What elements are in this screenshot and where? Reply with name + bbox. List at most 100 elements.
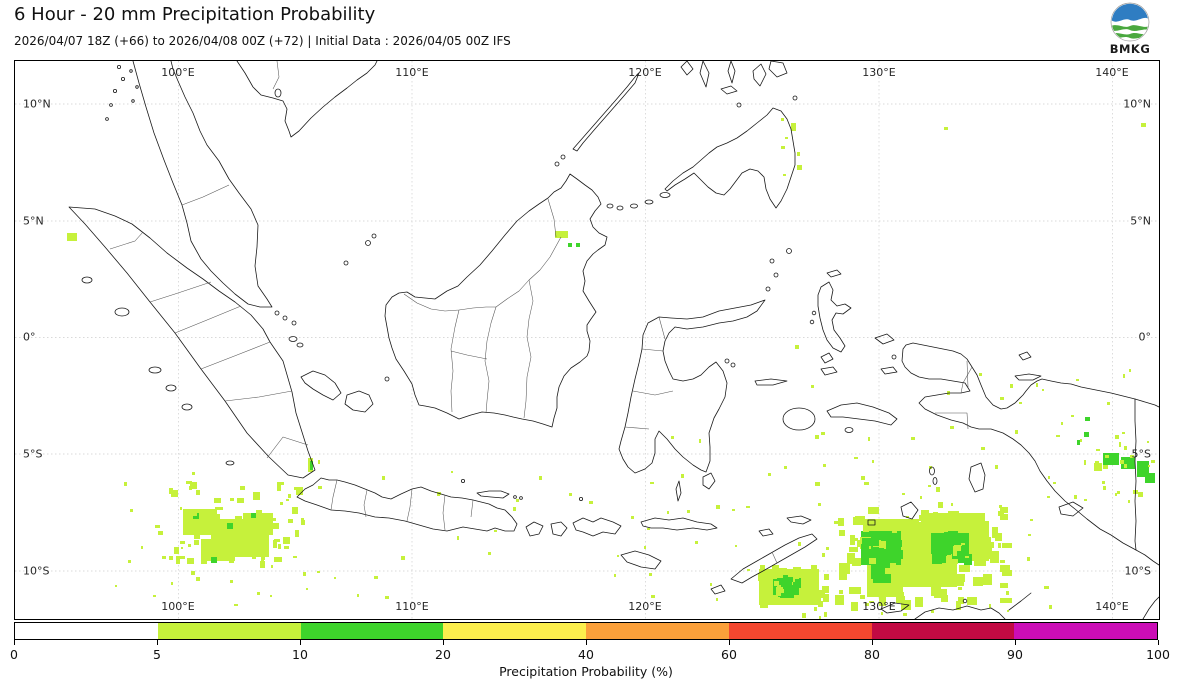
precip-cell-lg xyxy=(806,579,811,583)
precip-cell-lg xyxy=(385,596,389,599)
precip-cell-lg xyxy=(950,426,954,429)
precip-cell-lg xyxy=(931,610,934,613)
precip-cell-lg xyxy=(955,574,965,582)
precip-cell-lg xyxy=(196,490,200,495)
precip-cell-lg xyxy=(758,573,763,581)
precip-cell-lg xyxy=(947,517,959,529)
precip-cell-lg xyxy=(1048,476,1050,479)
precip-cell-lg xyxy=(1124,464,1127,468)
precip-cell-lg xyxy=(301,518,304,521)
precip-cell-lg xyxy=(781,118,784,121)
precip-cell-g xyxy=(781,579,786,587)
indonesia-forecast-map: 10°N 5°N 0° 5°S 10°S 10°N 5°N 0° 5°S 10°… xyxy=(14,60,1160,620)
precip-cell-lg xyxy=(270,595,272,597)
colorbar-tick-label: 20 xyxy=(435,647,451,662)
precip-cell-lg xyxy=(614,574,616,577)
precip-cell-lg xyxy=(1071,415,1074,417)
colorbar-tick xyxy=(13,640,15,645)
precip-cell-lg xyxy=(214,514,220,519)
precip-cell-lg xyxy=(821,432,825,435)
precip-cell-lg xyxy=(1049,605,1052,609)
lon-label-bottom-140e: 140°E xyxy=(1095,600,1129,613)
precip-cell-lg xyxy=(201,539,235,561)
precip-cell-lg xyxy=(240,486,245,490)
precip-cell-lg xyxy=(789,570,794,578)
lon-label-top-100e: 100°E xyxy=(161,66,195,79)
precip-cell-lg xyxy=(1053,482,1056,484)
precip-cell-lg xyxy=(940,574,943,576)
precip-cell-lg xyxy=(1080,439,1082,442)
precip-cell-lg xyxy=(911,437,915,440)
precip-cell-lg xyxy=(1141,123,1146,127)
precip-cell-lg xyxy=(914,571,925,580)
precip-cell-lg xyxy=(933,512,938,524)
precip-cell-lg xyxy=(774,581,779,586)
precip-cell-lg xyxy=(797,152,800,156)
precip-cell-lg xyxy=(839,563,850,574)
precip-cell-lg xyxy=(357,594,359,597)
precip-cell-lg xyxy=(901,600,911,610)
precip-cell-lg xyxy=(760,603,768,608)
precip-cell-lg xyxy=(1096,449,1100,451)
precip-cell-lg xyxy=(961,543,965,545)
precip-cell-lg xyxy=(974,556,986,566)
precip-cell-lg xyxy=(1103,465,1108,469)
precip-cell-lg xyxy=(956,601,961,610)
precip-cell-g xyxy=(957,551,964,560)
precip-cell-lg xyxy=(936,487,940,492)
precip-cell-lg xyxy=(488,552,491,555)
lon-label-bottom-130e: 130°E xyxy=(862,600,896,613)
precip-cell-g xyxy=(964,554,972,565)
precip-cell-lg xyxy=(169,556,173,560)
precip-cell-lg xyxy=(922,536,926,539)
precip-cell-lg xyxy=(773,597,780,605)
precip-cell-lg xyxy=(995,533,1002,541)
precip-cell-lg xyxy=(1047,496,1050,498)
precip-cell-g xyxy=(793,582,799,589)
precip-cell-lg xyxy=(938,502,943,508)
lat-label-left-5s: 5°S xyxy=(23,447,43,461)
precip-cell-lg xyxy=(1000,514,1008,520)
precip-cell-g xyxy=(944,532,953,543)
precip-cell-lg xyxy=(852,558,861,566)
precip-cell-lg xyxy=(811,385,814,388)
precip-cell-lg xyxy=(513,507,516,511)
precip-cell-lg xyxy=(915,597,923,607)
precip-cell-lg xyxy=(201,556,207,564)
colorbar-tick-label: 40 xyxy=(578,647,594,662)
precip-cell-lg xyxy=(928,485,931,487)
precip-cell-lg xyxy=(286,499,289,501)
precip-cell-lg xyxy=(516,499,519,502)
bmkg-logo-icon: BMKG xyxy=(1110,2,1150,56)
precip-cell-lg xyxy=(819,590,825,598)
precip-cell-lg xyxy=(854,538,858,541)
precip-cell-lg xyxy=(1129,369,1131,372)
lon-label-bottom-110e: 110°E xyxy=(395,600,429,613)
colorbar-segment-20-40 xyxy=(443,623,586,639)
precip-cell-lg xyxy=(1138,492,1143,497)
colorbar-tick xyxy=(299,640,301,645)
precip-cell-lg xyxy=(796,598,803,604)
precip-cell-lg xyxy=(262,556,265,560)
colorbar-segment-5-10 xyxy=(157,623,301,639)
precip-cell-lg xyxy=(191,571,195,575)
precip-cell-lg xyxy=(1044,586,1049,589)
precip-cell-lg xyxy=(983,574,992,585)
lon-label-top-110e: 110°E xyxy=(395,66,429,79)
precip-cell-lg xyxy=(808,595,810,598)
precip-cell-lg xyxy=(992,527,998,538)
precip-cell-lg xyxy=(871,559,873,561)
precip-cell-lg xyxy=(958,597,964,604)
precip-cell-lg xyxy=(184,515,187,518)
precip-cell-g xyxy=(861,544,869,551)
colorbar-segment-90-100 xyxy=(1014,623,1157,639)
precip-cell-lg xyxy=(128,560,131,563)
precip-cell-lg xyxy=(180,507,182,510)
precip-cell-lg xyxy=(187,558,194,564)
precip-cell-lg xyxy=(178,556,185,559)
precip-cell-lg xyxy=(793,567,799,572)
precip-cell-lg xyxy=(208,556,211,558)
precip-cell-lg xyxy=(687,510,690,513)
precip-cell-lg xyxy=(1030,519,1033,521)
precip-cell-lg xyxy=(194,540,199,545)
